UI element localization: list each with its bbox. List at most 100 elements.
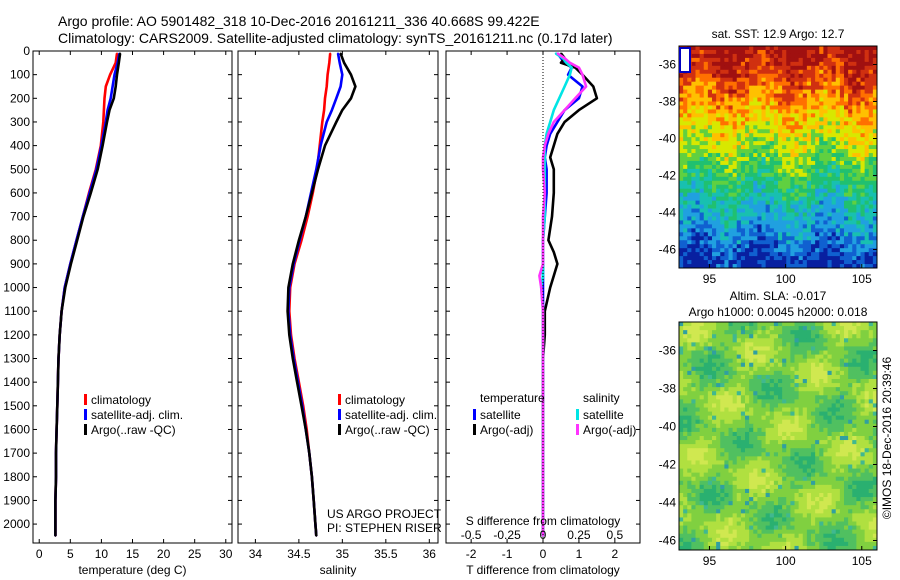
- map-cell: [736, 330, 742, 335]
- map-cell: [835, 224, 841, 229]
- map-cell: [732, 164, 738, 170]
- map-cell: [856, 180, 861, 186]
- map-cell: [802, 117, 808, 122]
- map-cell: [872, 117, 878, 122]
- map-cell: [728, 248, 734, 253]
- map-cell: [852, 137, 857, 142]
- map-cell: [707, 403, 713, 408]
- map-cell: [712, 403, 717, 408]
- map-cell: [806, 228, 812, 233]
- map-cell: [699, 129, 705, 134]
- map-cell: [811, 431, 816, 437]
- map-cell: [683, 423, 688, 429]
- map-cell: [794, 81, 800, 87]
- map-cell: [728, 224, 734, 229]
- map-cell: [819, 264, 824, 269]
- map-cell: [819, 403, 824, 408]
- map-cell: [753, 415, 758, 421]
- map-cell: [720, 168, 725, 174]
- map-cell: [745, 427, 750, 433]
- map-cell: [765, 440, 771, 445]
- map-cell: [827, 224, 833, 229]
- map-cell: [835, 415, 841, 421]
- map-cell: [860, 260, 866, 265]
- map-cell: [695, 176, 701, 182]
- map-cell: [703, 436, 709, 441]
- map-cell: [753, 460, 758, 465]
- map-cell: [860, 184, 866, 190]
- map-cell: [835, 252, 841, 257]
- map-cell: [852, 121, 857, 126]
- map-cell: [860, 57, 866, 63]
- map-cell: [835, 423, 841, 429]
- x-tick-label: 1: [576, 547, 583, 561]
- map-cell: [679, 168, 684, 174]
- map-cell: [852, 61, 857, 67]
- map-cell: [679, 212, 684, 217]
- map-cell: [786, 125, 791, 130]
- map-cell: [691, 456, 696, 461]
- map-cell: [769, 77, 775, 83]
- map-cell: [835, 244, 841, 249]
- map-cell: [864, 403, 870, 408]
- map-cell: [745, 160, 750, 166]
- map-cell: [695, 157, 701, 162]
- y-tick-label: 1100: [4, 304, 30, 318]
- y-tick-label: 300: [10, 115, 30, 129]
- map-cell: [732, 248, 738, 253]
- map-cell: [761, 366, 767, 372]
- map-cell: [773, 444, 779, 449]
- map-cell: [773, 350, 779, 355]
- map-cell: [790, 464, 795, 469]
- map-cell: [707, 232, 713, 237]
- map-cell: [703, 411, 709, 417]
- map-cell: [823, 431, 828, 437]
- map-cell: [691, 354, 696, 360]
- map-cell: [856, 444, 861, 449]
- map-cell: [716, 468, 721, 474]
- map-cell: [712, 172, 717, 178]
- map-cell: [848, 65, 853, 71]
- map-cell: [802, 444, 808, 449]
- map-cell: [740, 370, 746, 376]
- map-cell: [720, 53, 725, 59]
- map-cell: [848, 387, 853, 392]
- map-cell: [736, 456, 742, 461]
- map-cell: [716, 133, 721, 138]
- map-cell: [794, 452, 800, 457]
- map-cell: [798, 113, 804, 118]
- map-cell: [707, 180, 713, 186]
- map-cell: [802, 129, 808, 134]
- map-cell: [815, 196, 820, 201]
- map-cell: [765, 399, 771, 404]
- map-cell: [860, 180, 866, 186]
- map-cell: [769, 366, 775, 372]
- map-cell: [745, 334, 750, 339]
- map-cell: [790, 77, 795, 83]
- map-cell: [761, 387, 767, 392]
- map-cell: [703, 224, 709, 229]
- map-cell: [691, 407, 696, 412]
- map-cell: [794, 391, 800, 396]
- map-cell: [773, 212, 779, 217]
- map-cell: [749, 232, 754, 237]
- map-cell: [687, 73, 692, 79]
- map-cell: [839, 407, 845, 412]
- map-cell: [782, 362, 787, 368]
- map-cell: [811, 334, 816, 339]
- map-cell: [860, 157, 866, 162]
- map-cell: [844, 468, 849, 474]
- map-cell: [765, 73, 771, 79]
- map-cell: [699, 160, 705, 166]
- map-cell: [819, 69, 824, 75]
- map-cell: [831, 105, 837, 110]
- map-cell: [852, 374, 857, 380]
- map-cell: [852, 436, 857, 441]
- map-cell: [757, 423, 762, 429]
- map-cell: [778, 192, 783, 198]
- map-cell: [778, 61, 783, 67]
- map-cell: [798, 232, 804, 237]
- map-cell: [790, 436, 795, 441]
- map-cell: [802, 220, 808, 225]
- map-cell: [844, 89, 849, 94]
